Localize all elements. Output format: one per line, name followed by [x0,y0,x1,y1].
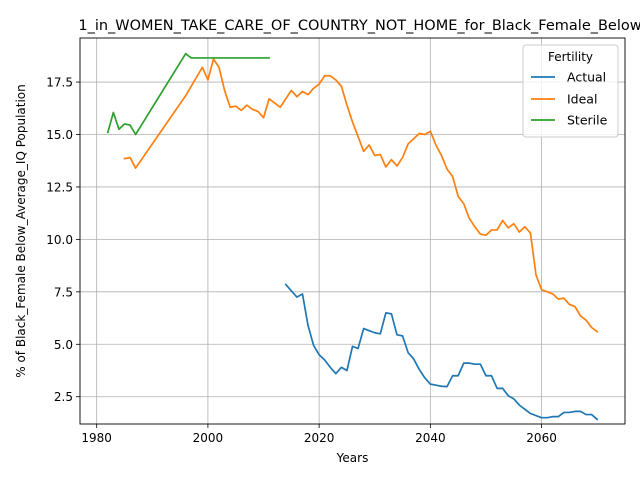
x-tick-label: 2000 [193,431,224,445]
x-axis-label: Years [336,451,369,465]
y-tick-label: 2.5 [54,390,73,404]
x-tick-label: 2060 [526,431,557,445]
legend-box [522,44,619,138]
axis-ticks: 1980 2000 2020 2040 2060 2.5 5.0 7.5 10.0 12.5 15.… [46,76,557,445]
series-line-ideal [123,58,599,333]
y-axis-label: % of Black_Female Below_Average_IQ Popul… [14,84,28,378]
y-tick-label: 17.5 [46,76,73,90]
legend: Fertility Actual Ideal Sterile [522,44,619,138]
series-line-sterile [106,52,270,136]
plot-area-frame [79,37,626,425]
y-tick-label: 15.0 [46,128,73,142]
series-line-actual [284,283,599,421]
y-tick-label: 12.5 [46,180,73,194]
y-tick-label: 10.0 [46,233,73,247]
x-tick-label: 2020 [304,431,335,445]
x-tick-label: 2040 [415,431,446,445]
chart-title: 1_in_WOMEN_TAKE_CARE_OF_COUNTRY_NOT_HOME… [78,18,640,34]
legend-label-actual: Actual [567,70,606,85]
x-tick-label: 1980 [81,431,112,445]
legend-title: Fertility [548,50,593,64]
y-tick-label: 7.5 [54,285,73,299]
series-lines [106,52,599,421]
legend-label-ideal: Ideal [567,92,597,107]
y-tick-label: 5.0 [54,338,73,352]
legend-label-sterile: Sterile [567,113,608,128]
